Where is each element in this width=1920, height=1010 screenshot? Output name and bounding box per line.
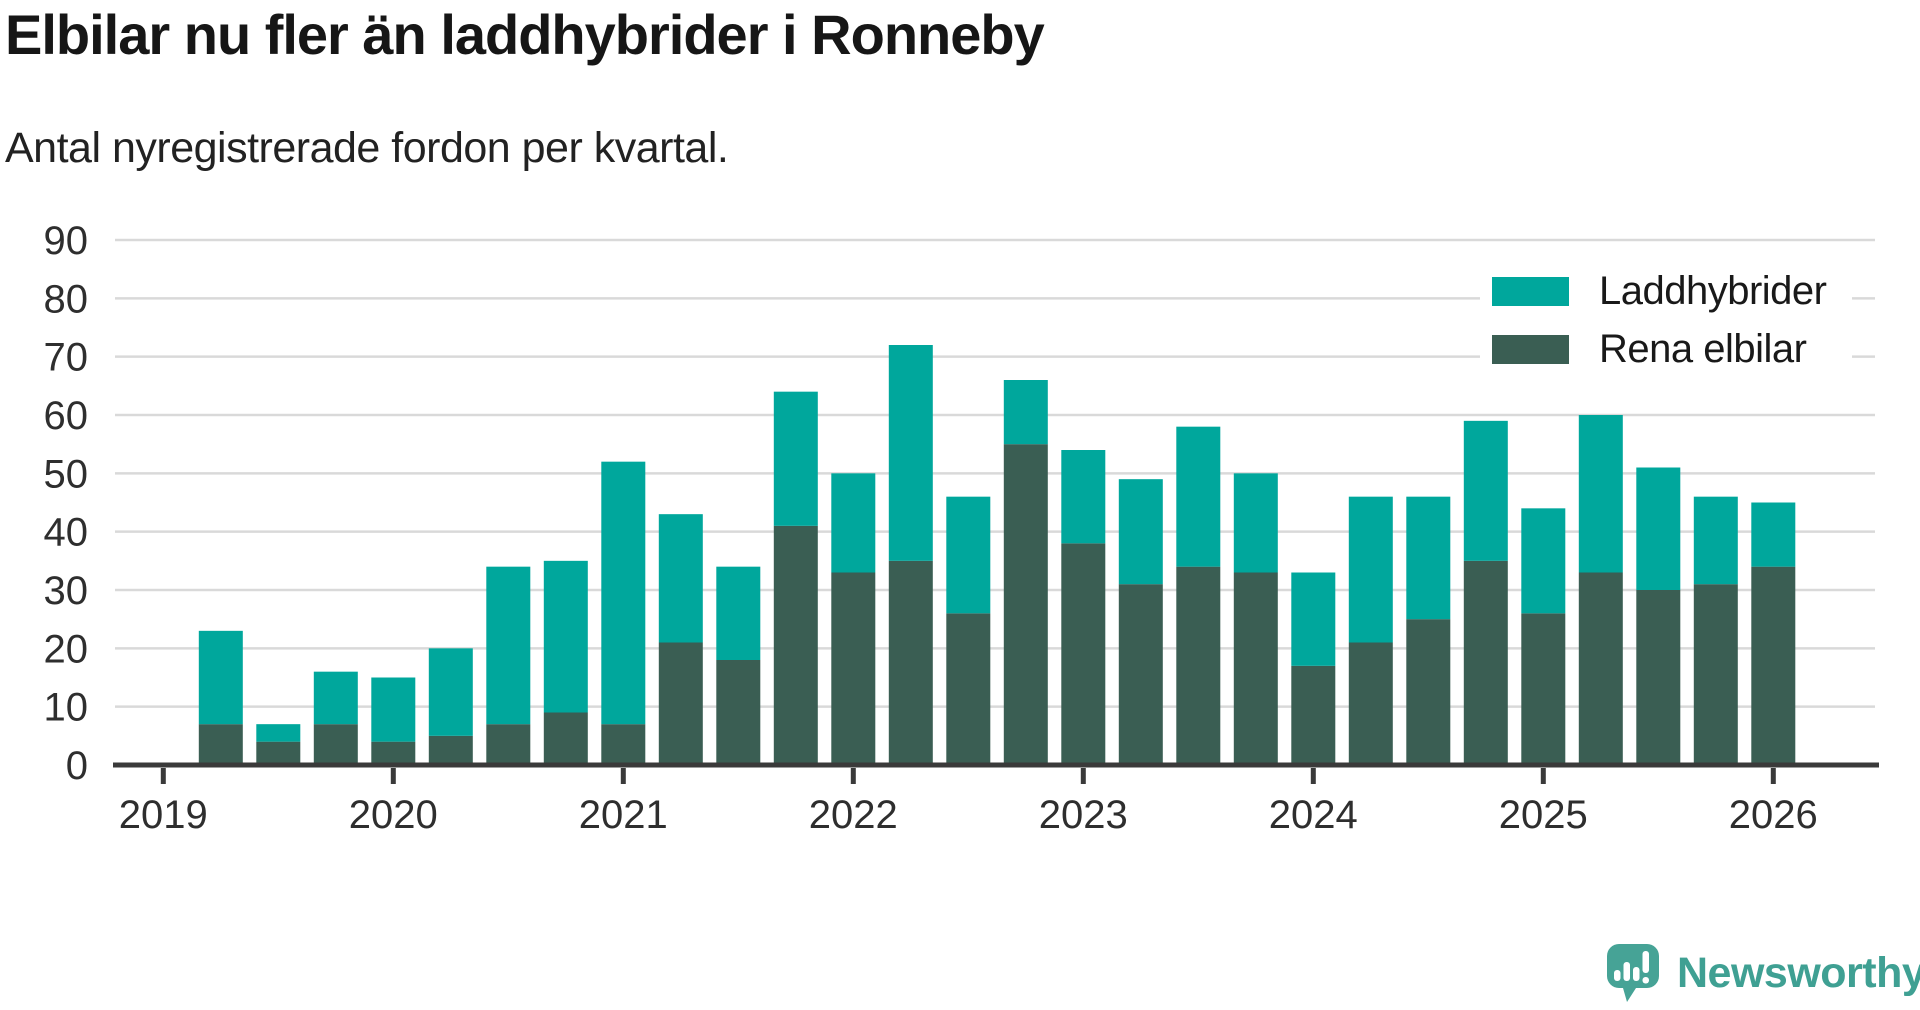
y-axis-tick-label: 70 <box>44 336 89 380</box>
x-axis-tick-mark <box>390 768 396 784</box>
x-axis-tick-mark <box>1310 768 1316 784</box>
chart-title: Elbilar nu fler än laddhybrider i Ronneb… <box>5 3 1045 66</box>
bar-segment-laddhybrider <box>428 648 473 736</box>
x-axis-tick-mark <box>160 768 166 784</box>
x-axis-tick-label: 2025 <box>1499 793 1588 837</box>
bar-segment-rena-elbilar <box>946 613 991 765</box>
bar-segment-rena-elbilar <box>428 735 473 765</box>
bar-segment-rena-elbilar <box>658 642 703 765</box>
bar-segment-rena-elbilar <box>1578 572 1623 765</box>
bar-segment-rena-elbilar <box>256 741 301 765</box>
bar-segment-laddhybrider <box>1291 572 1336 666</box>
bar-segment-laddhybrider <box>1751 502 1796 567</box>
x-axis-tick-label: 2024 <box>1269 793 1358 837</box>
bar-segment-rena-elbilar <box>198 724 243 765</box>
y-axis-tick-label: 10 <box>44 686 89 730</box>
bar-segment-laddhybrider <box>256 724 301 742</box>
x-axis-tick-mark <box>1770 768 1776 784</box>
bar-segment-rena-elbilar <box>313 724 358 765</box>
bar-segment-laddhybrider <box>486 566 531 725</box>
bar-segment-laddhybrider <box>313 671 358 725</box>
newsworthy-branding: Newsworthy <box>1607 944 1920 1002</box>
x-axis-tick-mark <box>620 768 626 784</box>
x-axis-tick-mark <box>1080 768 1086 784</box>
bar-segment-rena-elbilar <box>543 712 588 765</box>
bar-segment-rena-elbilar <box>1061 543 1106 765</box>
bar-segment-rena-elbilar <box>1176 566 1221 765</box>
bar-segment-laddhybrider <box>773 391 818 526</box>
bar-segment-rena-elbilar <box>371 741 416 765</box>
y-axis-tick-label: 50 <box>44 452 89 496</box>
bar-segment-rena-elbilar <box>1693 584 1738 765</box>
bar-segment-laddhybrider <box>1693 496 1738 585</box>
bar-segment-rena-elbilar <box>1751 566 1796 765</box>
bar-segment-laddhybrider <box>1118 479 1163 585</box>
x-axis-tick-label: 2022 <box>809 793 898 837</box>
chart-subtitle: Antal nyregistrerade fordon per kvartal. <box>5 124 729 172</box>
bar-segment-laddhybrider <box>1636 467 1681 591</box>
bar-segment-laddhybrider <box>601 461 646 725</box>
bar-segment-rena-elbilar <box>716 660 761 765</box>
y-axis-tick-label: 20 <box>44 627 89 671</box>
bar-segment-laddhybrider <box>543 560 588 713</box>
bar-segment-rena-elbilar <box>1521 613 1566 765</box>
newsworthy-wordmark: Newsworthy <box>1677 948 1920 997</box>
x-axis-tick-label: 2020 <box>349 793 438 837</box>
y-axis-tick-label: 40 <box>44 511 89 555</box>
y-axis-tick-label: 80 <box>44 277 89 321</box>
bar-segment-rena-elbilar <box>1406 619 1451 765</box>
x-axis-line <box>113 762 1879 768</box>
bar-segment-rena-elbilar <box>1291 665 1336 765</box>
x-axis-tick-label: 2019 <box>119 793 208 837</box>
y-axis-tick-label: 60 <box>44 394 89 438</box>
bar-segment-laddhybrider <box>831 473 876 573</box>
y-axis-tick-label: 30 <box>44 569 89 613</box>
x-axis-tick-mark <box>1540 768 1546 784</box>
legend-swatch-laddhybrider-icon <box>1492 276 1569 306</box>
y-axis-tick-label: 0 <box>66 744 88 788</box>
bar-segment-laddhybrider <box>1578 415 1623 573</box>
x-axis-tick-mark <box>850 768 856 784</box>
legend-swatch-rena-elbilar-icon <box>1492 334 1569 364</box>
bar-segment-laddhybrider <box>1463 420 1508 561</box>
bar-segment-rena-elbilar <box>888 560 933 765</box>
legend-label-rena-elbilar: Rena elbilar <box>1599 326 1807 371</box>
legend-item-laddhybrider: Laddhybrider <box>1492 268 1852 314</box>
y-axis-tick-label: 90 <box>44 219 89 263</box>
bar-segment-laddhybrider <box>946 496 991 614</box>
bar-segment-rena-elbilar <box>831 572 876 765</box>
bar-segment-laddhybrider <box>1003 380 1048 445</box>
x-axis-tick-label: 2021 <box>579 793 668 837</box>
x-axis-tick-label: 2023 <box>1039 793 1128 837</box>
bar-segment-laddhybrider <box>1176 426 1221 567</box>
bar-segment-rena-elbilar <box>601 724 646 765</box>
bar-segment-rena-elbilar <box>1636 590 1681 765</box>
legend-label-laddhybrider: Laddhybrider <box>1599 268 1827 313</box>
bar-segment-laddhybrider <box>371 677 416 742</box>
chart-legend: Laddhybrider Rena elbilar <box>1480 263 1852 377</box>
bar-segment-laddhybrider <box>1233 473 1278 573</box>
legend-item-rena-elbilar: Rena elbilar <box>1492 326 1852 372</box>
bar-segment-laddhybrider <box>1406 496 1451 620</box>
bar-segment-laddhybrider <box>1061 450 1106 544</box>
newsworthy-logo-icon <box>1607 944 1659 1002</box>
bar-segment-rena-elbilar <box>1463 560 1508 765</box>
bar-segment-rena-elbilar <box>1003 444 1048 765</box>
bar-segment-laddhybrider <box>1521 508 1566 614</box>
bar-segment-laddhybrider <box>198 630 243 725</box>
bar-segment-laddhybrider <box>1348 496 1393 643</box>
x-axis-tick-label: 2026 <box>1729 793 1818 837</box>
bar-segment-rena-elbilar <box>1233 572 1278 765</box>
bar-segment-rena-elbilar <box>486 724 531 765</box>
bar-segment-rena-elbilar <box>1118 584 1163 765</box>
bar-segment-laddhybrider <box>888 345 933 561</box>
bar-segment-rena-elbilar <box>1348 642 1393 765</box>
bar-segment-rena-elbilar <box>773 525 818 765</box>
bar-segment-laddhybrider <box>658 514 703 643</box>
bar-segment-laddhybrider <box>716 566 761 661</box>
